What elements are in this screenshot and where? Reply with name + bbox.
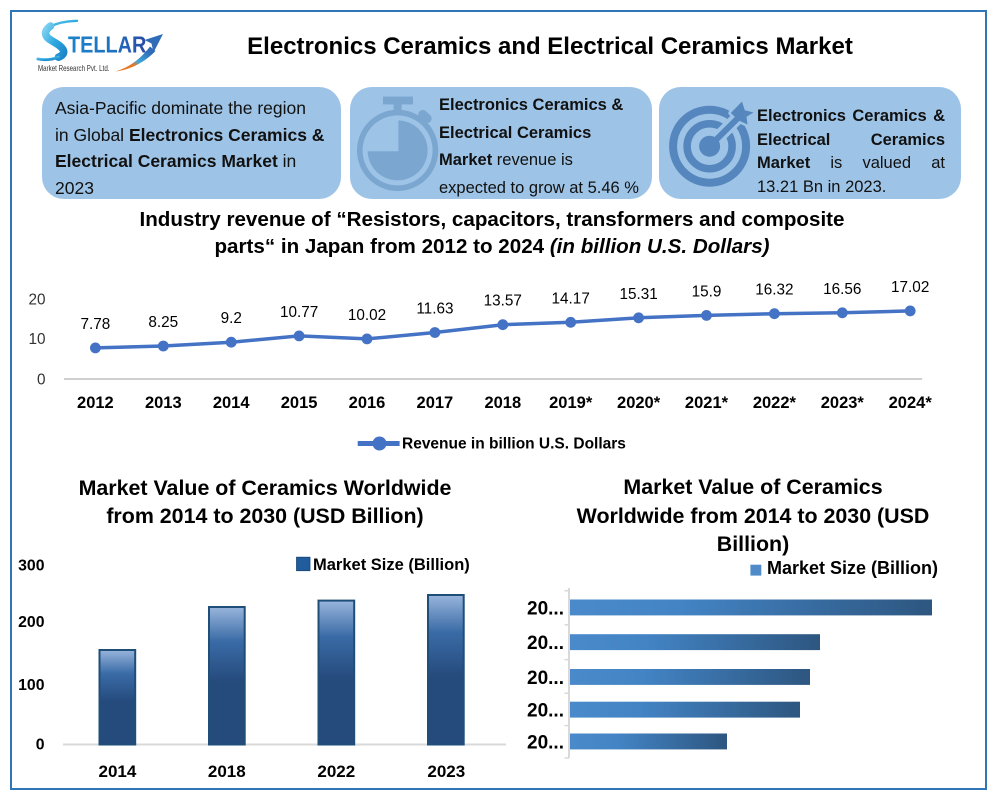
svg-text:2014: 2014 (213, 394, 251, 412)
svg-text:17.02: 17.02 (891, 279, 929, 296)
svg-text:20...: 20... (527, 668, 564, 689)
svg-text:2022*: 2022* (753, 394, 797, 412)
svg-text:2021*: 2021* (685, 394, 729, 412)
svg-text:20...: 20... (527, 598, 564, 619)
svg-text:2018: 2018 (208, 762, 246, 781)
svg-text:2012: 2012 (77, 394, 114, 412)
svg-text:15.9: 15.9 (692, 283, 722, 300)
svg-text:10.77: 10.77 (280, 304, 318, 321)
svg-text:11.63: 11.63 (416, 301, 453, 318)
svg-text:13.57: 13.57 (484, 293, 522, 310)
svg-text:2017: 2017 (417, 394, 454, 412)
svg-text:200: 200 (18, 614, 45, 631)
svg-text:8.25: 8.25 (148, 314, 178, 331)
svg-text:300: 300 (18, 558, 45, 575)
svg-text:2014: 2014 (98, 762, 136, 781)
svg-text:16.56: 16.56 (823, 281, 861, 298)
svg-text:Market Research Pvt. Ltd.: Market Research Pvt. Ltd. (38, 63, 110, 73)
svg-text:2018: 2018 (484, 394, 521, 412)
svg-text:2024*: 2024* (889, 394, 933, 412)
svg-text:20...: 20... (527, 633, 564, 654)
svg-text:2013: 2013 (145, 394, 182, 412)
svg-text:Revenue in billion U.S. Dollar: Revenue in billion U.S. Dollars (402, 436, 626, 453)
svg-text:TELLAR: TELLAR (68, 31, 147, 57)
svg-text:Market Size (Billion): Market Size (Billion) (313, 556, 470, 574)
svg-text:100: 100 (18, 677, 45, 694)
svg-text:10.02: 10.02 (348, 307, 386, 324)
svg-text:16.32: 16.32 (755, 282, 793, 299)
svg-text:20...: 20... (527, 700, 564, 721)
svg-text:7.78: 7.78 (81, 316, 111, 333)
svg-text:2016: 2016 (349, 394, 386, 412)
svg-text:2020*: 2020* (617, 394, 661, 412)
svg-text:2022: 2022 (317, 762, 355, 781)
svg-text:Market Size (Billion): Market Size (Billion) (767, 558, 938, 578)
svg-text:2023*: 2023* (821, 394, 865, 412)
svg-text:2023: 2023 (427, 762, 465, 781)
svg-text:0: 0 (37, 371, 46, 388)
svg-text:0: 0 (36, 736, 45, 753)
svg-text:10: 10 (28, 331, 45, 348)
svg-text:2019*: 2019* (549, 394, 593, 412)
svg-text:2015: 2015 (281, 394, 318, 412)
svg-text:20...: 20... (527, 732, 564, 753)
svg-text:9.2: 9.2 (221, 310, 242, 327)
svg-text:20: 20 (28, 291, 45, 308)
svg-text:15.31: 15.31 (619, 286, 657, 303)
svg-text:14.17: 14.17 (552, 290, 590, 307)
